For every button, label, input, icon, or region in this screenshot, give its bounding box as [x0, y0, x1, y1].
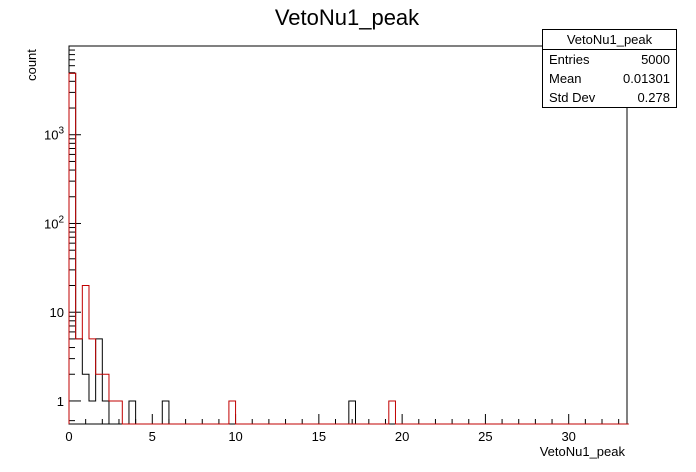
stats-mean-label: Mean	[549, 71, 582, 86]
x-axis-label: VetoNu1_peak	[540, 444, 626, 459]
y-tick-label: 102	[44, 214, 64, 231]
x-tick-label: 15	[312, 429, 326, 444]
stats-mean-row: Mean 0.01301	[543, 69, 676, 88]
y-tick-label: 103	[44, 126, 64, 143]
stats-std-row: Std Dev 0.278	[543, 88, 676, 107]
x-tick-label: 20	[395, 429, 409, 444]
x-tick-label: 30	[561, 429, 575, 444]
axes: 0 5 10 15 20 25 30 1 10 102 103	[44, 49, 620, 444]
stats-std-value: 0.278	[637, 90, 670, 105]
histogram-series-1	[68, 72, 629, 425]
x-tick-label: 5	[149, 429, 156, 444]
stats-title: VetoNu1_peak	[543, 30, 676, 50]
histogram-series-0	[68, 72, 629, 425]
y-tick-label: 10	[50, 305, 64, 320]
stats-mean-value: 0.01301	[623, 71, 670, 86]
chart-title: VetoNu1_peak	[275, 5, 420, 30]
stats-box: VetoNu1_peak Entries 5000 Mean 0.01301 S…	[542, 29, 677, 108]
stats-entries-value: 5000	[641, 52, 670, 67]
x-tick-label: 25	[478, 429, 492, 444]
x-tick-label: 10	[228, 429, 242, 444]
stats-entries-label: Entries	[549, 52, 590, 67]
histogram-series	[68, 72, 629, 425]
y-axis-label: count	[24, 49, 39, 81]
stats-entries-row: Entries 5000	[543, 50, 676, 69]
y-tick-label: 1	[57, 394, 64, 409]
x-tick-label: 0	[65, 429, 72, 444]
stats-std-label: Std Dev	[549, 90, 596, 105]
